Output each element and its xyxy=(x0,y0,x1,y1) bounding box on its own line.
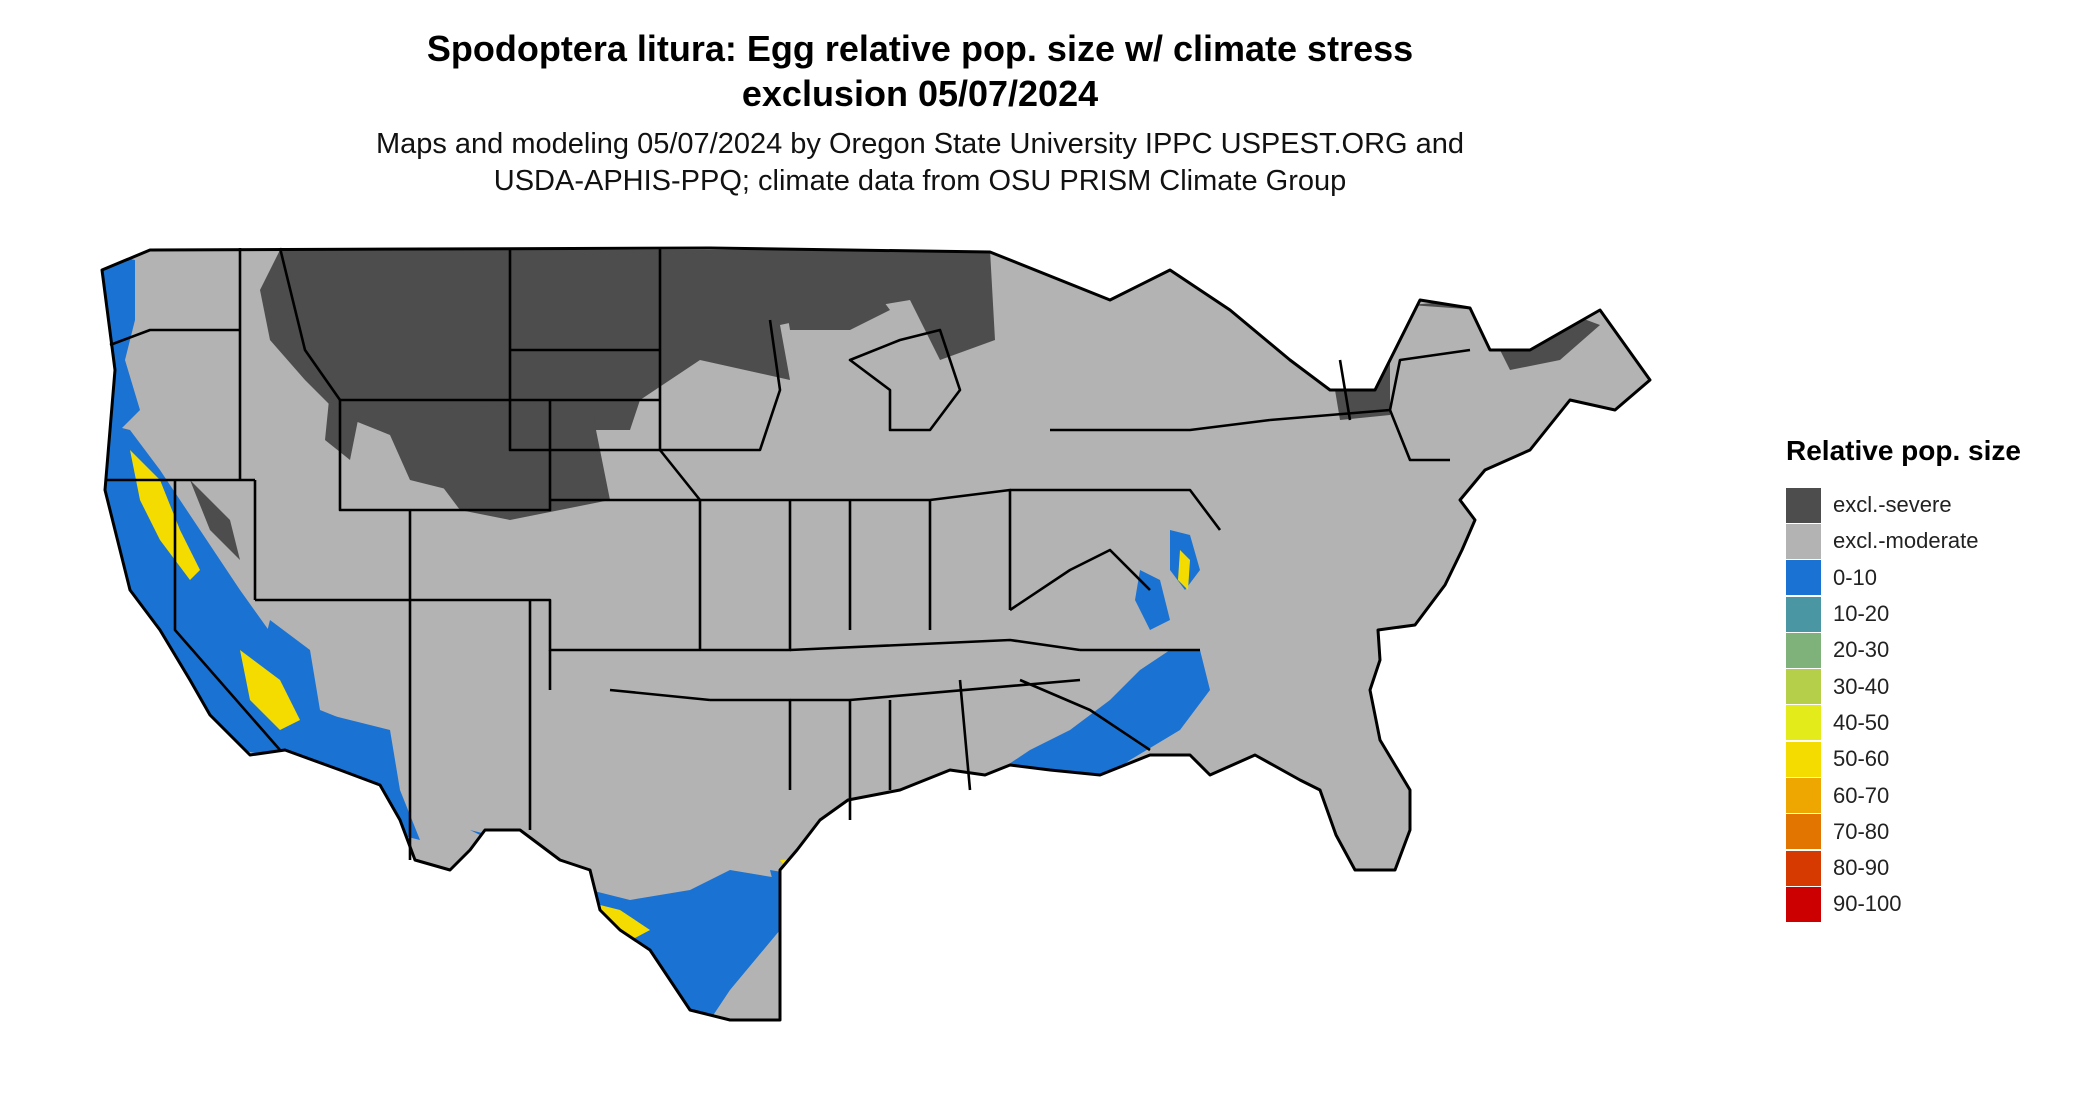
legend-swatch xyxy=(1786,850,1821,886)
blue-louisiana-gulf xyxy=(770,870,860,920)
title-line-2: exclusion 05/07/2024 xyxy=(741,73,1099,114)
yellow-delmarva xyxy=(1178,550,1190,590)
subtitle-line-2: USDA-APHIS-PPQ; climate data from OSU PR… xyxy=(493,165,1347,197)
teal-florida-band xyxy=(1030,880,1065,930)
legend-label: 60-70 xyxy=(1833,782,1890,808)
legend-item: 80-90 xyxy=(1786,850,2021,886)
legend-label: 0-10 xyxy=(1833,564,1878,590)
boundary-new-england xyxy=(1269,348,1471,462)
boundary-mi xyxy=(848,328,962,432)
yellow-gulf-coast-band xyxy=(780,825,1070,895)
us-map xyxy=(100,246,1652,1022)
legend-swatch xyxy=(1786,632,1821,668)
legend: Relative pop. size excl.-severe excl.-mod… xyxy=(1786,435,2021,923)
yellow-california-valley xyxy=(130,450,200,580)
legend-label: 70-80 xyxy=(1833,818,1890,844)
legend-item: 20-30 xyxy=(1786,632,2021,668)
severe-great-lakes-north xyxy=(780,270,890,330)
severe-wasatch xyxy=(325,390,360,460)
boundary-ca-nv xyxy=(173,480,281,751)
severe-zones xyxy=(190,250,1600,560)
boundary-co-nm-ok xyxy=(410,598,700,652)
map-fill-layer xyxy=(102,248,1650,1020)
title-line-1: Spodoptera litura: Egg relative pop. siz… xyxy=(426,28,1414,69)
red-panhandle-hotspot xyxy=(995,845,1020,858)
legend-label: 40-50 xyxy=(1833,709,1890,735)
yellow-california-south xyxy=(240,650,300,730)
legend-swatch xyxy=(1786,778,1821,814)
subtitle-line-1: Maps and modeling 05/07/2024 by Oregon S… xyxy=(375,128,1465,160)
boundary-mn-wi xyxy=(658,248,782,452)
legend-item: 40-50 xyxy=(1786,705,2021,741)
map-subtitle: Maps and modeling 05/07/2024 by Oregon S… xyxy=(0,126,1840,200)
boundary-or-wa xyxy=(109,328,240,347)
boundary-ia-mo xyxy=(658,449,790,502)
severe-sierra xyxy=(190,480,240,560)
legend-item: 60-70 xyxy=(1786,777,2021,814)
legend-swatch xyxy=(1786,560,1821,596)
blue-florida xyxy=(950,790,1110,1020)
legend-item: excl.-moderate xyxy=(1786,523,2021,559)
legend-item: 0-10 xyxy=(1786,560,2021,596)
legend-swatch xyxy=(1786,741,1821,777)
map-title: Spodoptera litura: Egg relative pop. siz… xyxy=(0,26,1840,116)
legend-item: 90-100 xyxy=(1786,886,2021,922)
boundary-ok-tx xyxy=(548,650,711,702)
legend-swatch xyxy=(1786,596,1821,632)
legend-label: 20-30 xyxy=(1833,637,1890,663)
legend-item: 50-60 xyxy=(1786,741,2021,777)
legend-label: 90-100 xyxy=(1833,891,1902,917)
boundary-wy-co-ut xyxy=(338,400,552,512)
boundary-mt-id xyxy=(278,247,342,401)
severe-colorado-rockies xyxy=(420,400,610,520)
legend-label: 50-60 xyxy=(1833,746,1890,772)
boundary-pa-ny xyxy=(1010,418,1271,531)
boundary-dakotas xyxy=(508,248,660,452)
boundary-ky-tn xyxy=(789,638,1081,652)
orange-panhandle-hotspot xyxy=(950,840,1030,872)
legend-swatch xyxy=(1786,523,1821,559)
legend-label: excl.-severe xyxy=(1833,492,1952,518)
legend-title: Relative pop. size xyxy=(1786,435,2021,466)
us-outline xyxy=(100,246,1652,1022)
legend-swatch xyxy=(1786,705,1821,741)
legend-swatch xyxy=(1786,886,1821,922)
legend-item: 70-80 xyxy=(1786,814,2021,850)
orange-gulf-hotspot xyxy=(810,860,890,880)
green-gulf-band xyxy=(810,860,1010,905)
zone-10-40 xyxy=(810,860,1065,930)
legend-label: 10-20 xyxy=(1833,601,1890,627)
legend-label: 30-40 xyxy=(1833,673,1890,699)
legend-swatch xyxy=(1786,669,1821,705)
legend-label: excl.-moderate xyxy=(1833,528,1979,554)
legend-label: 80-90 xyxy=(1833,855,1890,881)
legend-swatch xyxy=(1786,814,1821,850)
legend-item: 10-20 xyxy=(1786,596,2021,632)
legend-items: excl.-severe excl.-moderate 0-10 10-20 20-30… xyxy=(1786,487,2021,923)
legend-swatch xyxy=(1786,487,1821,523)
legend-item: 30-40 xyxy=(1786,668,2021,705)
boundary-nc-sc-va xyxy=(1019,648,1200,752)
zone-60-90 xyxy=(810,840,1030,880)
state-boundaries xyxy=(105,247,1471,860)
boundary-wv-va xyxy=(1009,548,1151,612)
legend-item: excl.-severe xyxy=(1786,487,2021,523)
yellow-florida-tip xyxy=(1080,1010,1100,1020)
boundary-tn-ga xyxy=(849,678,1081,791)
